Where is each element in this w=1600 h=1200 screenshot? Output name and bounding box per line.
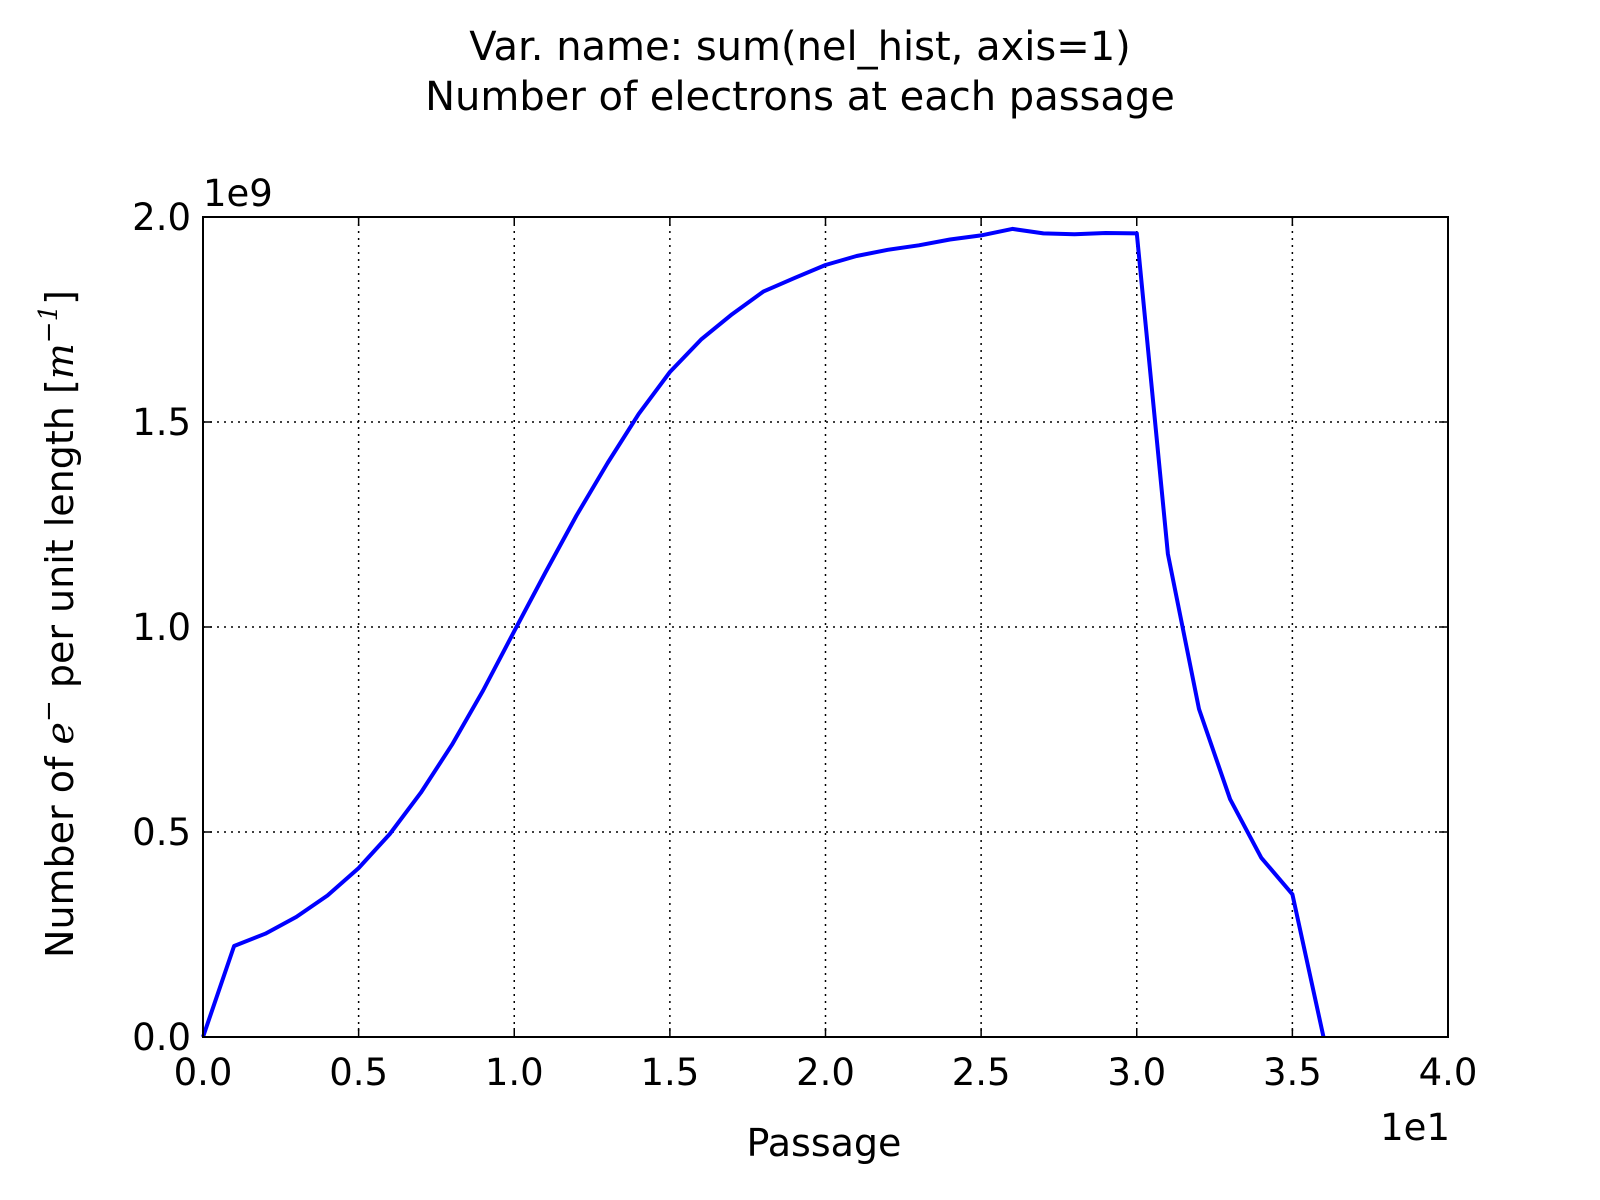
- y-axis-label-symbol: e: [38, 722, 82, 745]
- x-tick-label: 1.5: [640, 1051, 699, 1094]
- y-axis-label-unit: m: [38, 343, 82, 379]
- x-tick-label: 2.5: [952, 1051, 1011, 1094]
- series-line: [201, 226, 1326, 1038]
- y-tick-label: 2.0: [132, 196, 191, 239]
- x-tick-label: 0.0: [174, 1051, 233, 1094]
- chart-title-line-2: Number of electrons at each passage: [425, 74, 1175, 120]
- series-layer: [201, 226, 1326, 1038]
- y-offset-text: 1e9: [203, 172, 273, 215]
- x-tick-label: 3.5: [1263, 1051, 1322, 1094]
- y-tick-label: 0.0: [132, 1016, 191, 1059]
- x-axis-ticks: 0.0 0.5 1.0 1.5 2.0 2.5 3.0 3.5 4.0: [174, 217, 1478, 1094]
- x-tick-label: 0.5: [329, 1051, 388, 1094]
- x-offset-text: 1e1: [1380, 1106, 1450, 1149]
- grid: [203, 217, 1448, 1037]
- x-tick-label: 2.0: [796, 1051, 855, 1094]
- y-axis-label-suffix: ]: [38, 290, 82, 305]
- x-tick-label: 3.0: [1107, 1051, 1166, 1094]
- y-axis-label-symbol-sup: −: [34, 700, 64, 722]
- x-axis-label: Passage: [747, 1121, 902, 1165]
- x-tick-label: 1.0: [485, 1051, 544, 1094]
- chart-title-line-1: Var. name: sum(nel_hist, axis=1): [469, 24, 1131, 70]
- y-tick-label: 0.5: [132, 811, 191, 854]
- y-axis-label-unit-sup: −1: [34, 305, 64, 343]
- y-axis-ticks: 0.0 0.5 1.0 1.5 2.0: [132, 196, 1448, 1059]
- y-tick-label: 1.5: [132, 401, 191, 444]
- y-axis-label-prefix: Number of: [38, 745, 82, 958]
- y-axis-label: Number of e− per unit length [m−1]: [34, 290, 82, 958]
- y-tick-label: 1.0: [132, 606, 191, 649]
- y-axis-label-middle: per unit length [: [38, 379, 82, 700]
- x-tick-label: 4.0: [1419, 1051, 1478, 1094]
